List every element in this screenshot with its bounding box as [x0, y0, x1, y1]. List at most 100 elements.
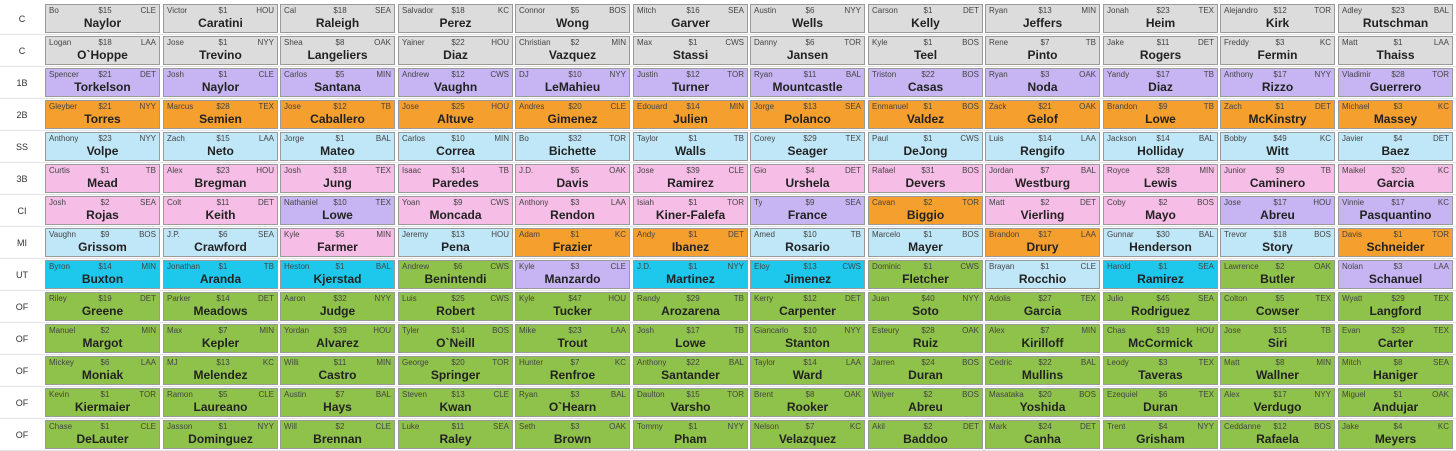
player-card[interactable]: Bo $15 CLE Naylor	[45, 4, 160, 33]
player-card[interactable]: Manuel $2 MIN Margot	[45, 324, 160, 353]
player-card[interactable]: Lawrence $2 OAK Butler	[1220, 260, 1335, 289]
player-card[interactable]: Bobby $49 KC Witt	[1220, 132, 1335, 161]
player-card[interactable]: Hunter $7 KC Renfroe	[515, 356, 630, 385]
player-card[interactable]: Jordan $7 BAL Westburg	[985, 164, 1100, 193]
player-card[interactable]: Ryan $3 OAK Noda	[985, 68, 1100, 97]
player-card[interactable]: Jeremy $13 HOU Pena	[398, 228, 513, 257]
player-card[interactable]: Javier $4 DET Baez	[1338, 132, 1453, 161]
player-card[interactable]: Christian $2 MIN Vazquez	[515, 36, 630, 65]
player-card[interactable]: Isiah $1 TOR Kiner-Falefa	[633, 196, 748, 225]
player-card[interactable]: Curtis $1 TB Mead	[45, 164, 160, 193]
player-card[interactable]: Josh $1 CLE Naylor	[163, 68, 278, 97]
player-card[interactable]: Salvador $18 KC Perez	[398, 4, 513, 33]
player-card[interactable]: Coby $2 BOS Mayo	[1103, 196, 1218, 225]
player-card[interactable]: Mark $24 DET Canha	[985, 420, 1100, 449]
player-card[interactable]: Tyler $14 BOS O`Neill	[398, 324, 513, 353]
player-card[interactable]: Gleyber $21 NYY Torres	[45, 100, 160, 129]
player-card[interactable]: Yordan $39 HOU Alvarez	[280, 324, 395, 353]
player-card[interactable]: Kyle $6 MIN Farmer	[280, 228, 395, 257]
player-card[interactable]: Anthony $17 NYY Rizzo	[1220, 68, 1335, 97]
player-card[interactable]: Jonah $23 TEX Heim	[1103, 4, 1218, 33]
player-card[interactable]: Brandon $9 TB Lowe	[1103, 100, 1218, 129]
player-card[interactable]: Luis $25 CWS Robert	[398, 292, 513, 321]
player-card[interactable]: Josh $2 SEA Rojas	[45, 196, 160, 225]
player-card[interactable]: Juan $40 NYY Soto	[868, 292, 983, 321]
player-card[interactable]: Vaughn $9 BOS Grissom	[45, 228, 160, 257]
player-card[interactable]: Ceddanne $12 BOS Rafaela	[1220, 420, 1335, 449]
player-card[interactable]: Kyle $3 CLE Manzardo	[515, 260, 630, 289]
player-card[interactable]: Kyle $1 BOS Teel	[868, 36, 983, 65]
player-card[interactable]: Marcus $28 TEX Semien	[163, 100, 278, 129]
player-card[interactable]: Josh $18 TEX Jung	[280, 164, 395, 193]
player-card[interactable]: Carson $1 DET Kelly	[868, 4, 983, 33]
player-card[interactable]: Royce $28 MIN Lewis	[1103, 164, 1218, 193]
player-card[interactable]: Anthony $22 BAL Santander	[633, 356, 748, 385]
player-card[interactable]: Leody $3 TEX Taveras	[1103, 356, 1218, 385]
player-card[interactable]: Akil $2 DET Baddoo	[868, 420, 983, 449]
player-card[interactable]: Wilyer $2 BOS Abreu	[868, 388, 983, 417]
player-card[interactable]: DJ $10 NYY LeMahieu	[515, 68, 630, 97]
player-card[interactable]: Daulton $15 TOR Varsho	[633, 388, 748, 417]
player-card[interactable]: Nathaniel $10 TEX Lowe	[280, 196, 395, 225]
player-card[interactable]: Zach $1 DET McKinstry	[1220, 100, 1335, 129]
player-card[interactable]: Matt $1 LAA Thaiss	[1338, 36, 1453, 65]
player-card[interactable]: Ryan $11 BAL Mountcastle	[750, 68, 865, 97]
player-card[interactable]: Heston $1 BAL Kjerstad	[280, 260, 395, 289]
player-card[interactable]: Paul $1 CWS DeJong	[868, 132, 983, 161]
player-card[interactable]: Max $7 MIN Kepler	[163, 324, 278, 353]
player-card[interactable]: Andrew $6 CWS Benintendi	[398, 260, 513, 289]
player-card[interactable]: Adam $1 KC Frazier	[515, 228, 630, 257]
player-card[interactable]: Cal $18 SEA Raleigh	[280, 4, 395, 33]
player-card[interactable]: Yoan $9 CWS Moncada	[398, 196, 513, 225]
player-card[interactable]: Rene $7 TB Pinto	[985, 36, 1100, 65]
player-card[interactable]: Luke $11 SEA Raley	[398, 420, 513, 449]
player-card[interactable]: Matt $2 DET Vierling	[985, 196, 1100, 225]
player-card[interactable]: Yainer $22 HOU Diaz	[398, 36, 513, 65]
player-card[interactable]: Evan $29 TEX Carter	[1338, 324, 1453, 353]
player-card[interactable]: Harold $1 SEA Ramirez	[1103, 260, 1218, 289]
player-card[interactable]: Kyle $47 HOU Tucker	[515, 292, 630, 321]
player-card[interactable]: J.P. $6 SEA Crawford	[163, 228, 278, 257]
player-card[interactable]: Dominic $1 CWS Fletcher	[868, 260, 983, 289]
player-card[interactable]: Aaron $32 NYY Judge	[280, 292, 395, 321]
player-card[interactable]: Andrew $12 CWS Vaughn	[398, 68, 513, 97]
player-card[interactable]: Michael $3 KC Massey	[1338, 100, 1453, 129]
player-card[interactable]: Alex $23 HOU Bregman	[163, 164, 278, 193]
player-card[interactable]: Jose $39 CLE Ramirez	[633, 164, 748, 193]
player-card[interactable]: Jackson $14 BAL Holliday	[1103, 132, 1218, 161]
player-card[interactable]: Colt $11 DET Keith	[163, 196, 278, 225]
player-card[interactable]: Parker $14 DET Meadows	[163, 292, 278, 321]
player-card[interactable]: J.D. $5 OAK Davis	[515, 164, 630, 193]
player-card[interactable]: Adley $23 BAL Rutschman	[1338, 4, 1453, 33]
player-card[interactable]: Julio $45 SEA Rodriguez	[1103, 292, 1218, 321]
player-card[interactable]: Mike $23 LAA Trout	[515, 324, 630, 353]
player-card[interactable]: Brent $8 OAK Rooker	[750, 388, 865, 417]
player-card[interactable]: Rafael $31 BOS Devers	[868, 164, 983, 193]
player-card[interactable]: Victor $1 HOU Caratini	[163, 4, 278, 33]
player-card[interactable]: Anthony $3 LAA Rendon	[515, 196, 630, 225]
player-card[interactable]: Chas $19 HOU McCormick	[1103, 324, 1218, 353]
player-card[interactable]: Isaac $14 TB Paredes	[398, 164, 513, 193]
player-card[interactable]: Andy $1 DET Ibanez	[633, 228, 748, 257]
player-card[interactable]: Trevor $18 BOS Story	[1220, 228, 1335, 257]
player-card[interactable]: Jose $12 TB Caballero	[280, 100, 395, 129]
player-card[interactable]: Bo $32 TOR Bichette	[515, 132, 630, 161]
player-card[interactable]: Davis $1 TOR Schneider	[1338, 228, 1453, 257]
player-card[interactable]: Gio $4 DET Urshela	[750, 164, 865, 193]
player-card[interactable]: Jose $15 TB Siri	[1220, 324, 1335, 353]
player-card[interactable]: Brayan $1 CLE Rocchio	[985, 260, 1100, 289]
player-card[interactable]: Ryan $13 MIN Jeffers	[985, 4, 1100, 33]
player-card[interactable]: Nolan $3 LAA Schanuel	[1338, 260, 1453, 289]
player-card[interactable]: Taylor $14 LAA Ward	[750, 356, 865, 385]
player-card[interactable]: Jose $1 NYY Trevino	[163, 36, 278, 65]
player-card[interactable]: Marcelo $1 BOS Mayer	[868, 228, 983, 257]
player-card[interactable]: Logan $18 LAA O`Hoppe	[45, 36, 160, 65]
player-card[interactable]: Cedric $22 BAL Mullins	[985, 356, 1100, 385]
player-card[interactable]: Kevin $1 TOR Kiermaier	[45, 388, 160, 417]
player-card[interactable]: Zach $15 LAA Neto	[163, 132, 278, 161]
player-card[interactable]: Danny $6 TOR Jansen	[750, 36, 865, 65]
player-card[interactable]: Anthony $23 NYY Volpe	[45, 132, 160, 161]
player-card[interactable]: Zack $21 OAK Gelof	[985, 100, 1100, 129]
player-card[interactable]: Jose $25 HOU Altuve	[398, 100, 513, 129]
player-card[interactable]: Jorge $1 BAL Mateo	[280, 132, 395, 161]
